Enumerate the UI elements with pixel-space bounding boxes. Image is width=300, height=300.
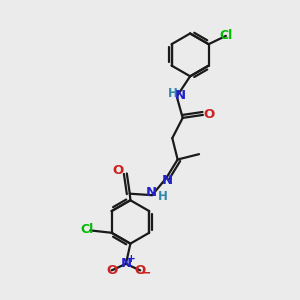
Text: Cl: Cl	[80, 223, 93, 236]
Text: H: H	[168, 87, 178, 100]
Text: +: +	[127, 254, 136, 264]
Text: N: N	[175, 88, 186, 101]
Text: N: N	[162, 174, 173, 187]
Text: Cl: Cl	[219, 29, 232, 42]
Text: N: N	[120, 257, 131, 270]
Text: H: H	[158, 190, 167, 203]
Text: O: O	[203, 108, 214, 122]
Text: O: O	[135, 264, 146, 277]
Text: −: −	[141, 267, 152, 280]
Text: N: N	[146, 186, 157, 199]
Text: O: O	[106, 264, 117, 277]
Text: O: O	[112, 164, 124, 177]
